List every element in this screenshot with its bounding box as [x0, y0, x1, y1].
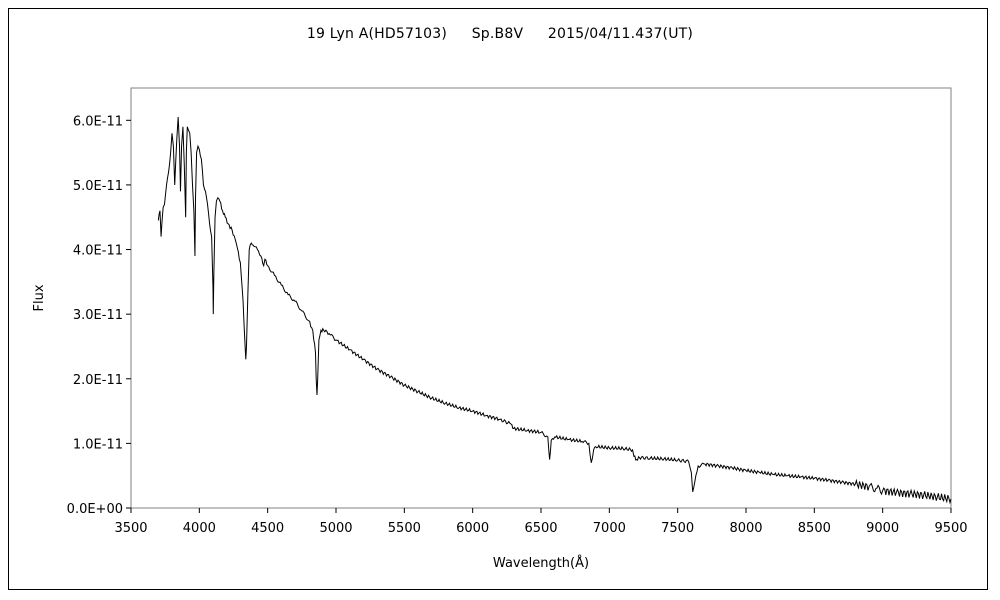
y-tick-label: 6.0E-11 — [73, 114, 123, 129]
x-tick-label: 6000 — [456, 521, 489, 536]
title-spectral-type: Sp.B8V — [471, 26, 524, 42]
title-date: 2015/04/11.437(UT) — [547, 26, 694, 42]
series-line — [157, 117, 952, 505]
x-tick-label: 8000 — [729, 521, 762, 536]
x-tick-label: 5500 — [388, 521, 421, 536]
x-tick-label: 7500 — [661, 521, 694, 536]
y-axis-label: Flux — [32, 284, 47, 311]
x-tick-label: 9500 — [934, 521, 967, 536]
title-object: 19 Lyn A(HD57103) — [306, 26, 448, 42]
y-tick-label: 4.0E-11 — [73, 244, 123, 259]
y-tick-label: 3.0E-11 — [73, 308, 123, 323]
x-tick-label: 8500 — [798, 521, 831, 536]
x-tick-label: 9000 — [866, 521, 899, 536]
x-tick-label: 5000 — [319, 521, 352, 536]
y-tick-label: 0.0E+00 — [67, 502, 123, 517]
x-tick-label: 4500 — [251, 521, 284, 536]
x-tick-label: 4000 — [183, 521, 216, 536]
x-tick-label: 7000 — [593, 521, 626, 536]
y-tick-label: 5.0E-11 — [73, 179, 123, 194]
y-tick-label: 1.0E-11 — [73, 437, 123, 452]
x-axis: 3500 4000 4500 5000 5500 6000 6500 7000 7500 8000… — [114, 508, 968, 536]
x-tick-label: 3500 — [114, 521, 147, 536]
x-tick-label: 6500 — [524, 521, 557, 536]
y-axis: 0.0E+00 1.0E-11 2.0E-11 3.0E-11 4.0E-11 5.0E-… — [67, 114, 131, 517]
chart-title: 19 Lyn A(HD57103) Sp.B8V 2015/04/11.437(… — [0, 26, 1000, 42]
y-tick-label: 2.0E-11 — [73, 373, 123, 388]
plot-area — [130, 87, 952, 509]
chart-frame — [8, 8, 988, 590]
x-axis-label: Wavelength(Å) — [493, 555, 589, 571]
